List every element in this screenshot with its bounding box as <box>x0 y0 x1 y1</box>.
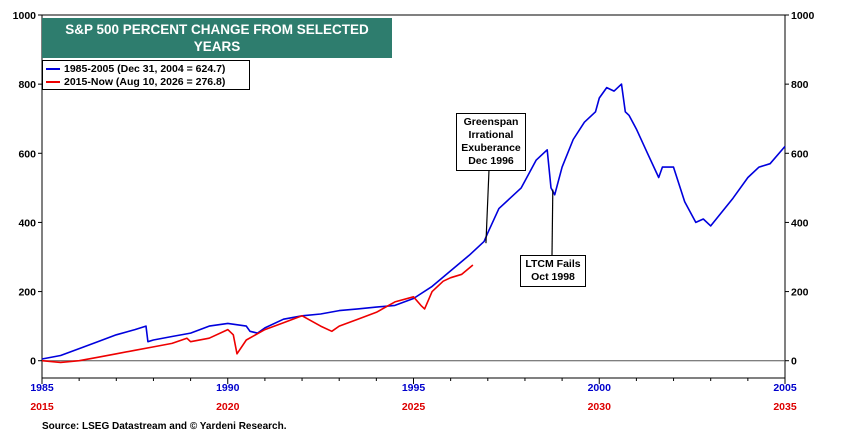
legend-label-2015: 2015-Now (Aug 10, 2026 = 276.8) <box>64 75 226 88</box>
series-line-1985-2005 <box>41 83 786 360</box>
y-label-right-800: 800 <box>791 79 809 91</box>
source-note: Source: LSEG Datastream and © Yardeni Re… <box>42 421 287 432</box>
legend-entry-2015: 2015-Now (Aug 10, 2026 = 276.8) <box>46 75 246 88</box>
annotation-greenspan-pointer <box>485 169 490 244</box>
x-label-bottom-2020: 2020 <box>216 401 240 413</box>
annotation-greenspan-line-2: Irrational <box>468 129 514 141</box>
chart-title: S&P 500 PERCENT CHANGE FROM SELECTED YEA… <box>65 22 369 54</box>
x-label-top-1990: 1990 <box>216 382 240 394</box>
annotation-ltcm-line-1: LTCM Fails <box>525 258 581 270</box>
y-label-left-0: 0 <box>30 356 36 368</box>
annotation-ltcm-line-2: Oct 1998 <box>531 271 575 283</box>
annotation-ltcm-pointer <box>551 189 554 256</box>
annotation-greenspan: Greenspan Irrational Exuberance Dec 1996 <box>456 113 526 171</box>
y-label-left-400: 400 <box>18 217 36 229</box>
y-label-right-1000: 1000 <box>791 10 815 22</box>
annotation-greenspan-line-3: Exuberance <box>461 142 521 154</box>
x-label-top-2005: 2005 <box>773 382 797 394</box>
x-label-bottom-2015: 2015 <box>30 401 54 413</box>
annotation-ltcm: LTCM Fails Oct 1998 <box>520 255 586 287</box>
y-label-right-600: 600 <box>791 148 809 160</box>
y-label-right-400: 400 <box>791 217 809 229</box>
legend-swatch-red <box>46 80 60 83</box>
annotation-greenspan-line-4: Dec 1996 <box>468 155 514 167</box>
x-label-top-1985: 1985 <box>30 382 54 394</box>
legend: 1985-2005 (Dec 31, 2004 = 624.7) 2015-No… <box>42 60 250 90</box>
y-label-left-200: 200 <box>18 287 36 299</box>
legend-swatch-blue <box>46 67 60 70</box>
y-label-right-0: 0 <box>791 356 797 368</box>
x-label-bottom-2030: 2030 <box>588 401 612 413</box>
x-label-bottom-2035: 2035 <box>773 401 797 413</box>
chart-title-box: S&P 500 PERCENT CHANGE FROM SELECTED YEA… <box>42 18 392 71</box>
x-label-bottom-2025: 2025 <box>402 401 426 413</box>
legend-label-1985: 1985-2005 (Dec 31, 2004 = 624.7) <box>64 62 226 75</box>
legend-entry-1985: 1985-2005 (Dec 31, 2004 = 624.7) <box>46 62 246 75</box>
y-label-left-800: 800 <box>18 79 36 91</box>
x-label-top-1995: 1995 <box>402 382 426 394</box>
y-label-left-600: 600 <box>18 148 36 160</box>
annotation-greenspan-line-1: Greenspan <box>463 116 519 128</box>
y-label-right-200: 200 <box>791 287 809 299</box>
x-label-top-2000: 2000 <box>588 382 612 394</box>
series-line-2015-now <box>41 264 474 364</box>
y-label-left-1000: 1000 <box>13 10 37 22</box>
